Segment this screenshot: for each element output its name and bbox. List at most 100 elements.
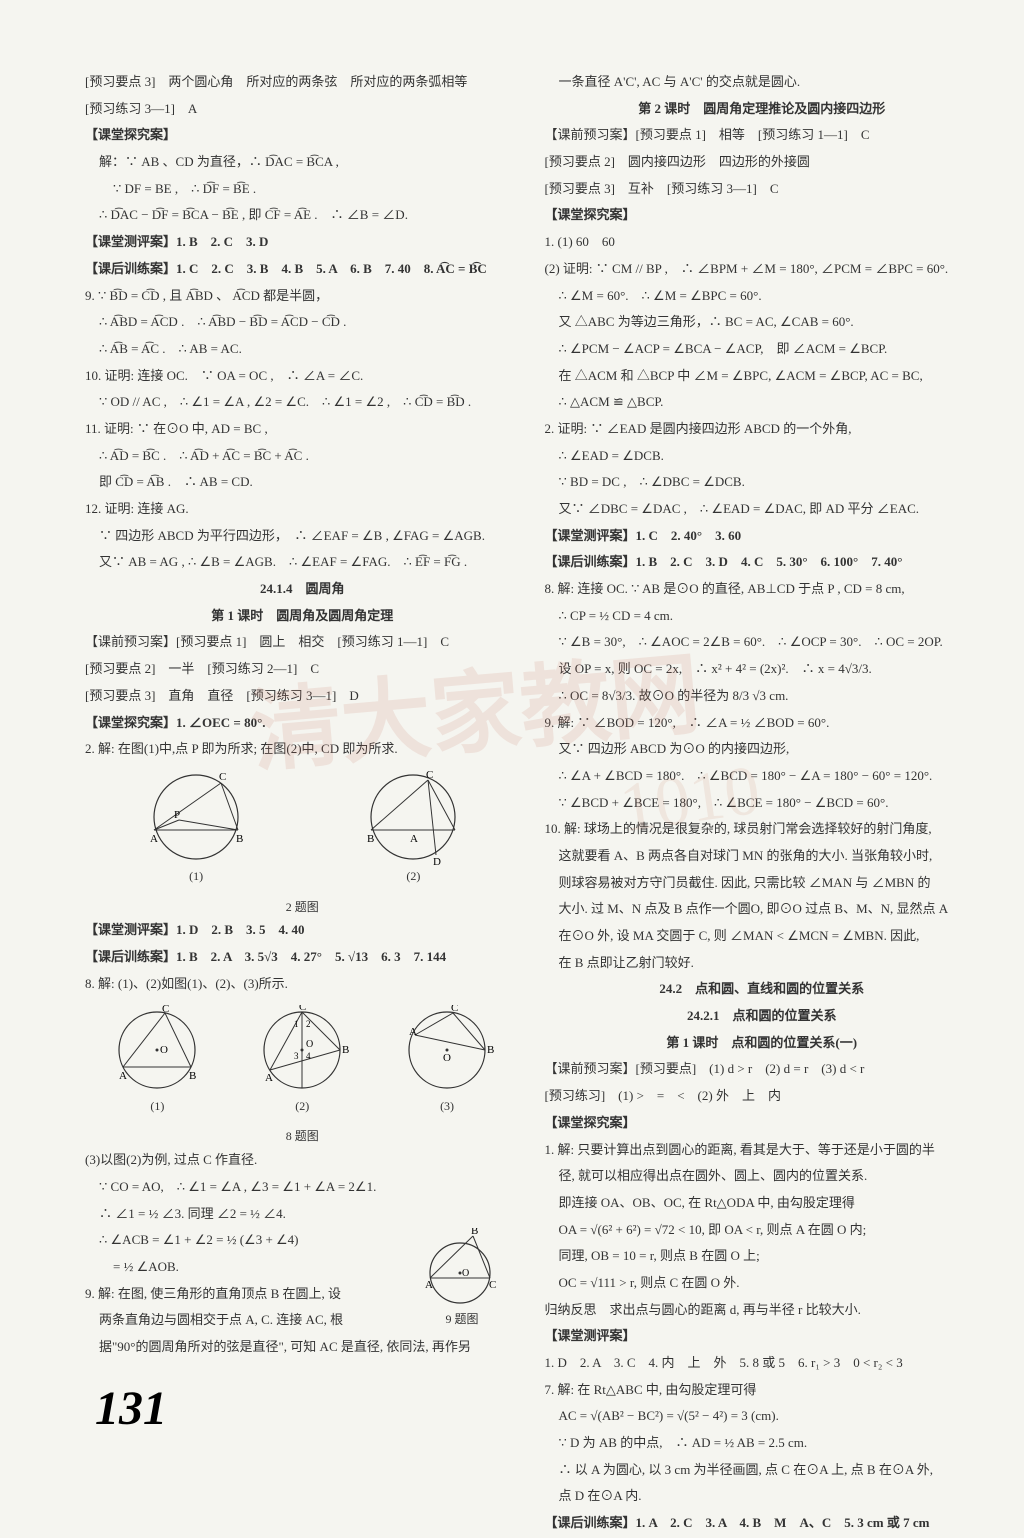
section-title: 24.1.4 圆周角 (85, 577, 520, 602)
text-line: 10. 解: 球场上的情况是很复杂的, 球员射门常会选择较好的射门角度, (545, 817, 980, 842)
section-subtitle: 第 1 课时 圆周角及圆周角定理 (85, 604, 520, 629)
text-line: ∵ ∠BCD + ∠BCE = 180°, ∴ ∠BCE = 180° − ∠B… (545, 791, 980, 816)
text-line: 在 △ACM 和 △BCP 中 ∠M = ∠BPC, ∠ACM = ∠BCP, … (545, 364, 980, 389)
text-line: 两条直角边与圆相交于点 A, C. 连接 AC, 根 (85, 1308, 405, 1333)
text-line: OA = √(6² + 6²) = √72 < 10, 即 OA < r, 则点… (545, 1218, 980, 1243)
text-line: ∵ DF = BE , ∴ D͡F = B͡E . (85, 177, 520, 202)
figure-caption: 9 题图 (405, 1308, 520, 1331)
svg-text:D: D (433, 856, 441, 865)
figure-label: (2) (348, 865, 478, 888)
text-line: (3)以图(2)为例, 过点 C 作直径. (85, 1148, 520, 1173)
circle-diagram-icon: A B C O 1 2 3 4 (250, 1005, 355, 1095)
text-line: [预习练习 3—1] A (85, 97, 520, 122)
text-line: ∴ A͡B = A͡C . ∴ AB = AC. (85, 337, 520, 362)
figure-label: (1) (126, 865, 266, 888)
svg-text:O: O (443, 1052, 451, 1064)
text-line: 又∵ AB = AG , ∴ ∠B = ∠AGB. ∴ ∠EAF = ∠FAG.… (85, 550, 520, 575)
section-title: 24.2 点和圆、直线和圆的位置关系 (545, 977, 980, 1002)
svg-text:C: C (489, 1279, 496, 1291)
text-line: ∴ ∠M = 60°. ∴ ∠M = ∠BPC = 60°. (545, 284, 980, 309)
svg-text:B: B (471, 1228, 478, 1237)
section-subtitle: 第 1 课时 点和圆的位置关系(一) (545, 1031, 980, 1056)
right-column: 一条直径 A'C', AC 与 A'C' 的交点就是圆心. 第 2 课时 圆周角… (545, 70, 980, 1538)
circle-diagram-icon: A B C O (395, 1005, 500, 1095)
svg-text:P: P (174, 809, 180, 821)
text-line: 【课前预习案】[预习要点 1] 相等 [预习练习 1—1] C (545, 123, 980, 148)
svg-text:C: C (219, 771, 226, 783)
svg-text:O: O (462, 1268, 469, 1279)
text-line: 大小. 过 M、N 点及 B 点作一个圆O, 即⊙O 过点 B、M、N, 显然点… (545, 897, 980, 922)
section-heading: 【课后训练案】1. B 2. C 3. D 4. C 5. 30° 6. 100… (545, 550, 980, 575)
svg-text:B: B (236, 833, 243, 845)
circle-diagram-icon: B A C D (348, 770, 478, 865)
figure-1-left: A B C P (1) (126, 770, 266, 888)
text-line: ∴ A͡D = B͡C . ∴ A͡D + A͡C = B͡C + A͡C . (85, 444, 520, 469)
text-line: ∴ CP = ½ CD = 4 cm. (545, 604, 980, 629)
section-heading: 【课堂测评案】1. C 2. 40° 3. 60 (545, 524, 980, 549)
text-line: 这就要看 A、B 两点各自对球门 MN 的张角的大小. 当张角较小时, (545, 844, 980, 869)
text-line: 10. 证明: 连接 OC. ∵ OA = OC , ∴ ∠A = ∠C. (85, 364, 520, 389)
figure-1-right: B A C D (2) (348, 770, 478, 888)
circle-diagram-icon: A B C P (126, 770, 266, 865)
svg-text:B: B (487, 1044, 494, 1056)
text-line: 【课前预习案】[预习要点 1] 圆上 相交 [预习练习 1—1] C (85, 630, 520, 655)
text-line: 点 D 在⊙A 内. (545, 1484, 980, 1509)
text-line: 9. 解: 在图, 使三角形的直角顶点 B 在圆上, 设 (85, 1282, 405, 1307)
text-line: ∴ ∠A + ∠BCD = 180°. ∴ ∠BCD = 180° − ∠A =… (545, 764, 980, 789)
svg-text:A: A (265, 1072, 273, 1084)
text-line: 8. 解: 连接 OC. ∵ AB 是⊙O 的直径, AB⊥CD 于点 P , … (545, 577, 980, 602)
text-line: 又∵ 四边形 ABCD 为⊙O 的内接四边形, (545, 737, 980, 762)
text-line: 2. 解: 在图(1)中,点 P 即为所求; 在图(2)中, CD 即为所求. (85, 737, 520, 762)
text-line: ∴ A͡BD = A͡CD . ∴ A͡BD − B͡D = A͡CD − C͡… (85, 310, 520, 335)
svg-text:C: C (162, 1005, 169, 1015)
svg-text:B: B (367, 833, 374, 845)
figure-3: A C B O 9 题图 (405, 1228, 520, 1331)
figure-caption: 8 题图 (85, 1125, 520, 1148)
circle-diagram-icon: A B C O (105, 1005, 210, 1095)
figure-2-1: A B C O (1) (105, 1005, 210, 1118)
svg-text:A: A (409, 1026, 417, 1038)
text-line: AC = √(AB² − BC²) = √(5² − 4²) = 3 (cm). (545, 1404, 980, 1429)
text-line: ∴ 以 A 为圆心, 以 3 cm 为半径画圆, 点 C 在⊙A 上, 点 B … (545, 1458, 980, 1483)
text-line: [预习练习] (1) > = < (2) 外 上 内 (545, 1084, 980, 1109)
svg-text:A: A (150, 833, 158, 845)
text-line: 12. 证明: 连接 AG. (85, 497, 520, 522)
section-heading: 【课后训练案】1. C 2. C 3. B 4. B 5. A 6. B 7. … (85, 257, 520, 282)
svg-text:C: C (451, 1005, 458, 1014)
text-line: ∵ ∠B = 30°, ∴ ∠AOC = 2∠B = 60°. ∴ ∠OCP =… (545, 630, 980, 655)
svg-text:2: 2 (306, 1019, 311, 1029)
section-heading: 【课堂测评案】1. B 2. C 3. D (85, 230, 520, 255)
text-line: 一条直径 A'C', AC 与 A'C' 的交点就是圆心. (545, 70, 980, 95)
two-column-layout: [预习要点 3] 两个圆心角 所对应的两条弦 所对应的两条弧相等 [预习练习 3… (85, 70, 979, 1538)
svg-text:3: 3 (294, 1051, 299, 1061)
text-line: 在⊙O 外, 设 MA 交圆于 C, 则 ∠MAN < ∠MCN = ∠MBN.… (545, 924, 980, 949)
figure-row-1: A B C P (1) B A C D (85, 770, 520, 888)
svg-text:1: 1 (294, 1019, 299, 1029)
section-heading: 【课后训练案】1. B 2. A 3. 5√3 4. 27° 5. √13 6.… (85, 945, 520, 970)
circle-triangle-icon: A C B O (405, 1228, 515, 1308)
text-line: 2. 证明: ∵ ∠EAD 是圆内接四边形 ABCD 的一个外角, (545, 417, 980, 442)
section-heading: 【课堂测评案】 (545, 1324, 980, 1349)
section-subtitle: 第 2 课时 圆周角定理推论及圆内接四边形 (545, 97, 980, 122)
text-line: 又∵ ∠DBC = ∠DAC , ∴ ∠EAD = ∠DAC, 即 AD 平分 … (545, 497, 980, 522)
text-line: [预习要点 3] 互补 [预习练习 3—1] C (545, 177, 980, 202)
svg-text:O: O (160, 1044, 168, 1056)
text-line: ∴ ∠1 = ½ ∠3. 同理 ∠2 = ½ ∠4. (85, 1202, 520, 1227)
text-line: 【课前预习案】[预习要点] (1) d > r (2) d = r (3) d … (545, 1057, 980, 1082)
text-line: 径, 就可以相应得出点在圆外、圆上、圆内的位置关系. (545, 1164, 980, 1189)
text-line: 11. 证明: ∵ 在⊙O 中, AD = BC , (85, 417, 520, 442)
page-number: 131 (95, 1381, 167, 1436)
section-heading: 【课后训练案】1. A 2. C 3. A 4. B M A、C 5. 3 cm… (545, 1511, 980, 1536)
svg-text:O: O (306, 1039, 313, 1050)
section-heading: 【课堂探究案】1. ∠OEC = 80°. (85, 711, 520, 736)
text-line: ∵ 四边形 ABCD 为平行四边形， ∴ ∠EAF = ∠B , ∠FAG = … (85, 524, 520, 549)
text-line: [预习要点 3] 直角 直径 [预习练习 3—1] D (85, 684, 520, 709)
section-heading: 【课堂探究案】 (545, 203, 980, 228)
text-line: 即 C͡D = A͡B . ∴ AB = CD. (85, 470, 520, 495)
text-line: ∴ ∠EAD = ∠DCB. (545, 444, 980, 469)
text-line: OC = √111 > r, 则点 C 在圆 O 外. (545, 1271, 980, 1296)
text-line: [预习要点 3] 两个圆心角 所对应的两条弦 所对应的两条弧相等 (85, 70, 520, 95)
svg-text:4: 4 (306, 1051, 311, 1061)
text-line: ∴ △ACM ≌ △BCP. (545, 390, 980, 415)
svg-text:A: A (425, 1279, 433, 1291)
